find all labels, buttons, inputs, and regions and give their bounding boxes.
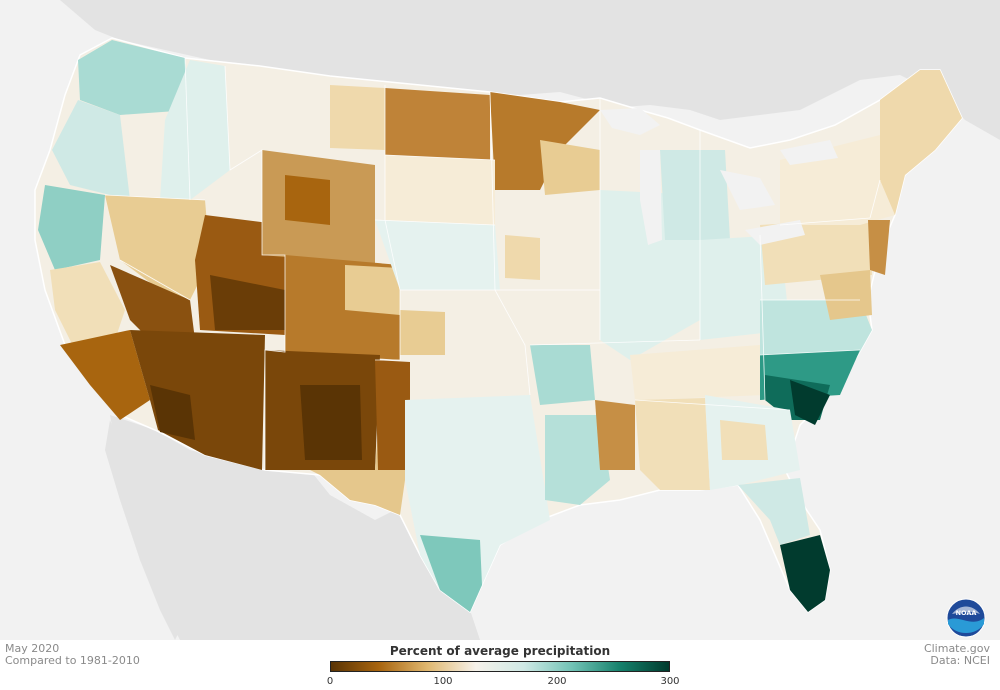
legend-tick-100: 100 xyxy=(433,676,453,687)
footer-bar: May 2020 Compared to 1981-2010 Climate.g… xyxy=(0,640,1000,690)
division-wisconsin xyxy=(540,140,600,195)
footer-site: Climate.gov xyxy=(923,642,990,655)
division-sw-arizona xyxy=(150,385,195,440)
division-iowa-east xyxy=(505,235,540,280)
legend-tick-200: 200 xyxy=(547,676,567,687)
division-s-california xyxy=(50,262,125,355)
division-georgia-sw xyxy=(720,420,768,460)
noaa-logo-text: NOAA xyxy=(956,609,977,617)
climate-divisions xyxy=(38,40,962,612)
division-nebraska xyxy=(375,220,500,290)
division-utah-south xyxy=(210,275,290,330)
noaa-logo-icon: NOAA xyxy=(946,598,986,638)
footer-source: Data: NCEI xyxy=(930,654,990,667)
legend-tick-0: 0 xyxy=(326,676,334,687)
canada-land xyxy=(60,0,1000,140)
footer-baseline: Compared to 1981-2010 xyxy=(5,654,140,667)
division-arkansas xyxy=(530,345,595,405)
division-montana-east xyxy=(330,85,385,150)
division-maryland-delaware xyxy=(820,270,872,320)
state-borders xyxy=(104,57,881,470)
legend-title: Percent of average precipitation xyxy=(389,644,611,658)
division-s-california-desert xyxy=(60,330,150,420)
division-n-california xyxy=(38,185,105,270)
division-new-england xyxy=(880,70,962,215)
division-alabama-north xyxy=(635,398,710,490)
division-south-dakota xyxy=(385,155,495,225)
division-s-nevada xyxy=(110,265,195,350)
legend-tick-300: 300 xyxy=(660,676,680,687)
division-oregon-coast xyxy=(52,100,130,200)
division-michigan xyxy=(660,150,730,240)
division-florida-north xyxy=(738,478,810,545)
division-missouri-iowa xyxy=(495,190,600,345)
division-sc-coast xyxy=(790,380,830,425)
division-louisiana xyxy=(545,415,610,505)
division-colorado-east xyxy=(345,265,400,315)
division-arizona xyxy=(130,330,265,470)
division-nevada xyxy=(105,195,210,300)
footer-date: May 2020 xyxy=(5,642,60,655)
division-mississippi xyxy=(595,400,635,470)
division-washington xyxy=(78,40,190,115)
division-wyoming-west xyxy=(285,175,330,225)
division-florida-south xyxy=(780,535,830,612)
division-new-jersey xyxy=(868,220,890,275)
division-tennessee xyxy=(630,345,765,400)
division-texas-panhandle xyxy=(375,360,410,470)
mexico-land xyxy=(110,415,480,640)
precipitation-map: NOAA xyxy=(34,0,1000,640)
division-south-texas xyxy=(420,535,482,612)
division-north-dakota xyxy=(385,88,490,160)
division-oklahoma-panhandle xyxy=(400,310,445,355)
great-lakes xyxy=(600,108,838,245)
division-new-mexico-sw xyxy=(300,385,362,460)
division-idaho xyxy=(160,60,230,200)
legend-colorbar xyxy=(330,661,670,672)
baja-peninsula xyxy=(105,420,185,640)
